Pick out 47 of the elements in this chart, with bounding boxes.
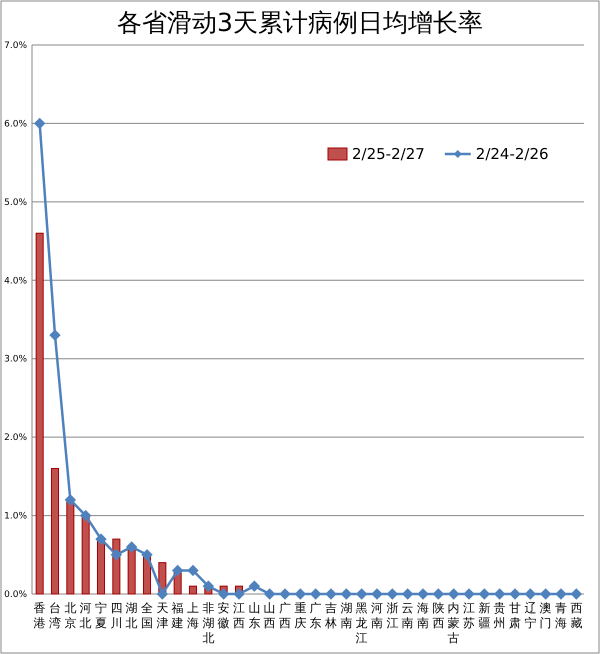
x-tick-label: 四川 <box>110 601 122 630</box>
x-tick-label: 台湾 <box>49 601 61 630</box>
x-tick-label: 甘肃 <box>509 601 521 630</box>
x-tick-label: 贵州 <box>494 601 506 630</box>
y-tick-label: 1.0% <box>4 512 28 522</box>
x-tick-label: 澳门 <box>540 601 552 630</box>
x-tick-label: 宁夏 <box>95 601 107 630</box>
x-tick-label: 陕西 <box>432 601 444 630</box>
x-tick-label: 江苏 <box>463 601 475 630</box>
x-tick-label: 辽宁 <box>524 601 536 630</box>
x-tick-label: 香港 <box>34 601 46 630</box>
legend-label: 2/25-2/27 <box>352 145 425 163</box>
x-tick-label: 河北 <box>80 601 92 630</box>
x-tick-label: 上海 <box>187 601 199 630</box>
x-tick-label: 湖南 <box>340 601 352 630</box>
x-tick-label: 重庆 <box>294 601 306 630</box>
x-tick-label: 天津 <box>156 601 168 630</box>
legend-label: 2/24-2/26 <box>476 145 549 163</box>
y-tick-label: 2.0% <box>4 433 28 444</box>
x-tick-label: 黑龙江 <box>356 601 368 645</box>
y-tick-label: 6.0% <box>4 119 28 130</box>
x-tick-label: 云南 <box>402 601 414 630</box>
x-tick-label: 湖北 <box>126 601 138 630</box>
y-tick-label: 0.0% <box>4 590 28 600</box>
x-tick-label: 非湖北 <box>202 601 214 645</box>
x-tick-label: 山东 <box>248 601 260 630</box>
x-tick-label: 广西 <box>279 601 291 630</box>
x-tick-label: 吉林 <box>324 601 337 630</box>
x-tick-label: 浙江 <box>386 601 398 630</box>
y-tick-label: 5.0% <box>4 198 28 208</box>
x-tick-label: 福建 <box>170 601 184 630</box>
x-tick-label: 安徽 <box>218 601 230 630</box>
x-tick-label: 全国 <box>141 601 153 630</box>
x-tick-label: 江西 <box>233 601 245 630</box>
y-tick-label: 3.0% <box>4 354 28 365</box>
x-tick-label: 西藏 <box>570 601 582 630</box>
x-tick-label: 海南 <box>417 601 429 630</box>
x-tick-label: 新疆 <box>478 601 490 630</box>
y-tick-label: 4.0% <box>4 276 28 286</box>
y-tick-label: 7.0% <box>4 41 28 51</box>
x-tick-label: 内蒙古 <box>448 601 460 645</box>
x-tick-label: 河南 <box>371 601 383 630</box>
x-tick-label: 北京 <box>64 601 76 630</box>
x-tick-label: 青海 <box>555 601 567 630</box>
x-tick-label: 广东 <box>310 601 322 630</box>
chart-title: 各省滑动3天累计病例日均增长率 <box>117 8 483 37</box>
x-tick-label: 山西 <box>264 601 276 630</box>
